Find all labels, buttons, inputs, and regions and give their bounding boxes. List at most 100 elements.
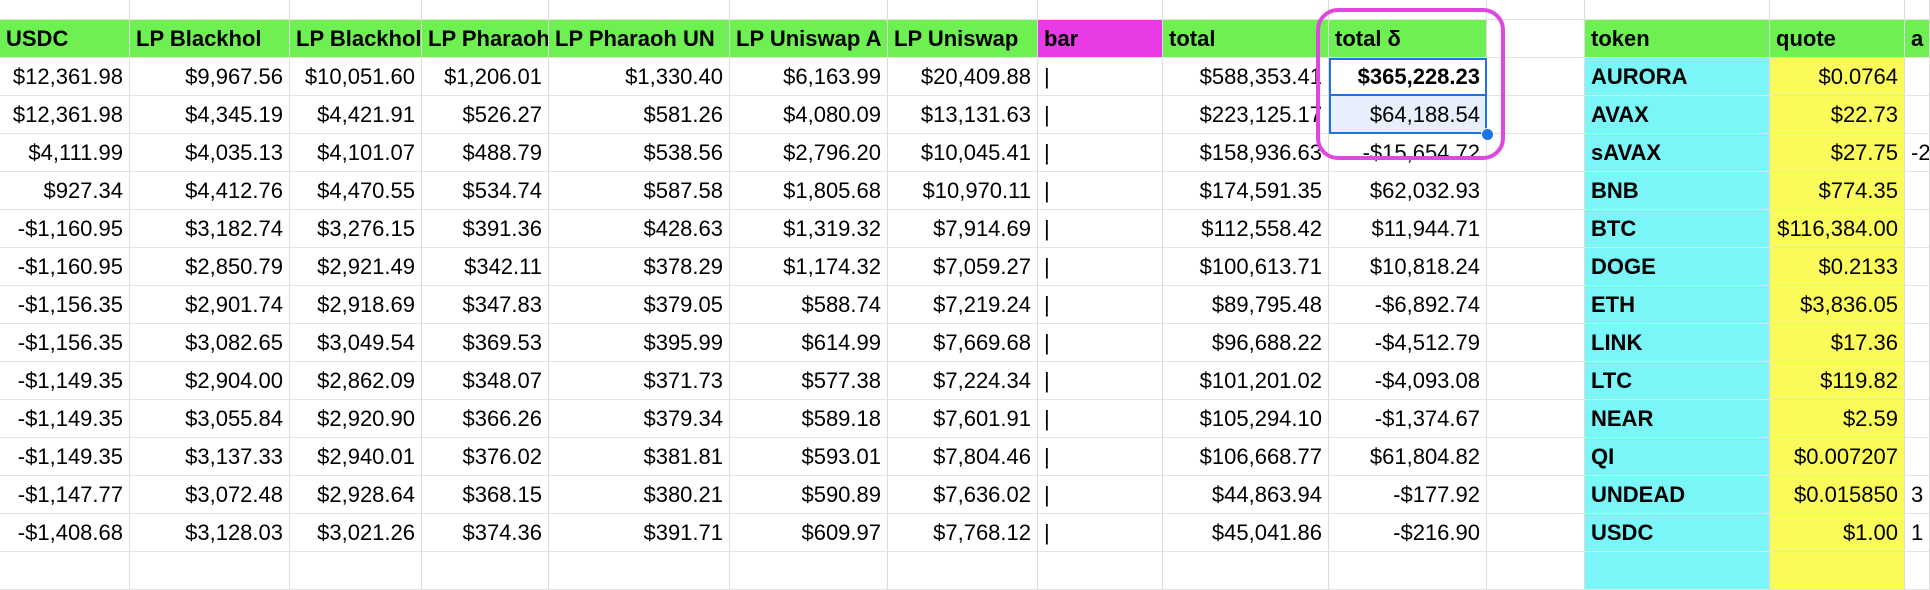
empty-cell[interactable] — [1487, 96, 1585, 134]
table-cell-lp-uni2[interactable]: $10,045.41 — [888, 134, 1038, 172]
token-cell-extra[interactable] — [1905, 210, 1930, 248]
table-cell-lp-bh2[interactable]: $3,049.54 — [290, 324, 422, 362]
table-cell-bar[interactable]: | — [1038, 324, 1163, 362]
table-cell-lp-uni1[interactable]: $1,319.32 — [730, 210, 888, 248]
table-cell-delta[interactable]: -$177.92 — [1329, 476, 1487, 514]
token-cell-token[interactable]: BTC — [1585, 210, 1770, 248]
table-cell-lp-ph1[interactable]: $348.07 — [422, 362, 549, 400]
table-cell-lp-ph2[interactable]: $379.34 — [549, 400, 730, 438]
table-cell-total[interactable] — [1163, 552, 1329, 590]
table-cell-lp-ph1[interactable]: $369.53 — [422, 324, 549, 362]
table-cell-lp-bh1[interactable]: $3,055.84 — [130, 400, 290, 438]
empty-cell[interactable] — [1487, 210, 1585, 248]
header-cell-extra[interactable]: a — [1905, 20, 1930, 58]
table-cell-bar[interactable]: | — [1038, 362, 1163, 400]
table-cell-lp-bh1[interactable]: $3,128.03 — [130, 514, 290, 552]
table-cell-bar[interactable]: | — [1038, 172, 1163, 210]
table-cell-lp-ph1[interactable]: $347.83 — [422, 286, 549, 324]
header-cell-delta[interactable]: total δ — [1329, 20, 1487, 58]
token-cell-quote[interactable]: $0.007207 — [1770, 438, 1905, 476]
table-cell-lp-bh1[interactable]: $3,137.33 — [130, 438, 290, 476]
token-cell-extra[interactable] — [1905, 172, 1930, 210]
table-cell-delta[interactable]: -$4,093.08 — [1329, 362, 1487, 400]
token-cell-token[interactable]: LTC — [1585, 362, 1770, 400]
table-cell-lp-ph2[interactable]: $371.73 — [549, 362, 730, 400]
column-letter-cell[interactable] — [1163, 0, 1329, 20]
table-cell-lp-ph1[interactable]: $376.02 — [422, 438, 549, 476]
table-cell-lp-bh2[interactable]: $2,862.09 — [290, 362, 422, 400]
column-letter-cell[interactable] — [1585, 0, 1770, 20]
token-cell-token[interactable] — [1585, 552, 1770, 590]
token-cell-token[interactable]: AURORA — [1585, 58, 1770, 96]
table-cell-lp-uni2[interactable]: $7,804.46 — [888, 438, 1038, 476]
table-cell-lp-bh2[interactable] — [290, 552, 422, 590]
table-cell-lp-bh1[interactable]: $3,082.65 — [130, 324, 290, 362]
table-cell-usdc[interactable] — [0, 552, 130, 590]
column-letter-cell[interactable] — [0, 0, 130, 20]
table-cell-bar[interactable]: | — [1038, 476, 1163, 514]
header-cell-usdc[interactable]: USDC — [0, 20, 130, 58]
table-cell-lp-bh2[interactable]: $2,920.90 — [290, 400, 422, 438]
header-cell-lp-ph1[interactable]: LP Pharaoh — [422, 20, 549, 58]
table-cell-usdc[interactable]: $12,361.98 — [0, 96, 130, 134]
token-cell-quote[interactable]: $22.73 — [1770, 96, 1905, 134]
fill-handle[interactable] — [1481, 128, 1494, 141]
table-cell-delta[interactable]: $365,228.23 — [1329, 58, 1487, 96]
table-cell-lp-uni1[interactable]: $593.01 — [730, 438, 888, 476]
table-cell-total[interactable]: $101,201.02 — [1163, 362, 1329, 400]
table-cell-bar[interactable]: | — [1038, 96, 1163, 134]
header-cell-total[interactable]: total — [1163, 20, 1329, 58]
table-cell-total[interactable]: $588,353.41 — [1163, 58, 1329, 96]
table-cell-total[interactable]: $45,041.86 — [1163, 514, 1329, 552]
table-cell-delta[interactable]: $10,818.24 — [1329, 248, 1487, 286]
table-cell-total[interactable]: $100,613.71 — [1163, 248, 1329, 286]
empty-cell[interactable] — [1487, 552, 1585, 590]
table-cell-lp-ph2[interactable]: $428.63 — [549, 210, 730, 248]
token-cell-token[interactable]: AVAX — [1585, 96, 1770, 134]
table-cell-lp-uni2[interactable]: $13,131.63 — [888, 96, 1038, 134]
table-cell-bar[interactable]: | — [1038, 286, 1163, 324]
empty-cell[interactable] — [1487, 248, 1585, 286]
table-cell-lp-uni1[interactable] — [730, 552, 888, 590]
table-cell-delta[interactable]: $61,804.82 — [1329, 438, 1487, 476]
empty-cell[interactable] — [1487, 476, 1585, 514]
empty-cell[interactable] — [1487, 362, 1585, 400]
table-cell-lp-ph1[interactable] — [422, 552, 549, 590]
empty-cell[interactable] — [1487, 58, 1585, 96]
header-cell-lp-uni1[interactable]: LP Uniswap A — [730, 20, 888, 58]
table-cell-lp-ph2[interactable]: $538.56 — [549, 134, 730, 172]
table-cell-lp-bh1[interactable] — [130, 552, 290, 590]
table-cell-bar[interactable]: | — [1038, 248, 1163, 286]
column-letter-cell[interactable] — [422, 0, 549, 20]
token-cell-quote[interactable]: $1.00 — [1770, 514, 1905, 552]
table-cell-bar[interactable]: | — [1038, 134, 1163, 172]
table-cell-lp-ph2[interactable]: $380.21 — [549, 476, 730, 514]
table-cell-total[interactable]: $44,863.94 — [1163, 476, 1329, 514]
table-cell-lp-ph1[interactable]: $374.36 — [422, 514, 549, 552]
token-cell-extra[interactable] — [1905, 324, 1930, 362]
table-cell-lp-bh2[interactable]: $3,276.15 — [290, 210, 422, 248]
table-cell-total[interactable]: $89,795.48 — [1163, 286, 1329, 324]
table-cell-lp-uni1[interactable]: $6,163.99 — [730, 58, 888, 96]
empty-cell[interactable] — [1487, 438, 1585, 476]
table-cell-lp-uni1[interactable]: $614.99 — [730, 324, 888, 362]
table-cell-lp-uni2[interactable]: $7,224.34 — [888, 362, 1038, 400]
token-cell-quote[interactable]: $0.2133 — [1770, 248, 1905, 286]
table-cell-lp-ph2[interactable]: $587.58 — [549, 172, 730, 210]
token-cell-extra[interactable]: -2 — [1905, 134, 1930, 172]
table-cell-usdc[interactable]: -$1,149.35 — [0, 438, 130, 476]
token-cell-token[interactable]: QI — [1585, 438, 1770, 476]
table-cell-lp-bh1[interactable]: $9,967.56 — [130, 58, 290, 96]
table-cell-delta[interactable] — [1329, 552, 1487, 590]
table-cell-lp-uni1[interactable]: $609.97 — [730, 514, 888, 552]
table-cell-lp-uni1[interactable]: $577.38 — [730, 362, 888, 400]
token-cell-extra[interactable] — [1905, 438, 1930, 476]
table-cell-lp-ph2[interactable]: $381.81 — [549, 438, 730, 476]
header-cell-lp-uni2[interactable]: LP Uniswap — [888, 20, 1038, 58]
table-cell-lp-uni1[interactable]: $1,174.32 — [730, 248, 888, 286]
token-cell-quote[interactable]: $3,836.05 — [1770, 286, 1905, 324]
table-cell-lp-ph2[interactable]: $1,330.40 — [549, 58, 730, 96]
table-cell-usdc[interactable]: -$1,160.95 — [0, 210, 130, 248]
table-cell-lp-uni1[interactable]: $588.74 — [730, 286, 888, 324]
table-cell-usdc[interactable]: -$1,408.68 — [0, 514, 130, 552]
